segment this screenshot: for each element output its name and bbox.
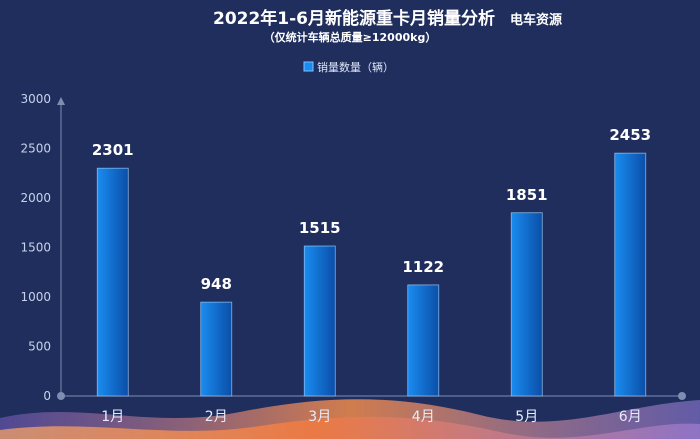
y-axis-arrow-icon [57, 97, 65, 105]
y-tick-label: 0 [43, 389, 51, 403]
bar-6[interactable] [614, 152, 647, 397]
decorative-waves [0, 399, 700, 439]
data-label: 2453 [609, 126, 651, 144]
wave-front [0, 416, 700, 439]
x-axis-end-dot-icon [678, 392, 686, 400]
brand-logo-text: 电车资源 [510, 12, 562, 28]
data-label: 948 [201, 275, 232, 293]
x-category-label: 5月 [515, 409, 538, 425]
legend-swatch [303, 61, 314, 72]
category-labels: 1月 2月 3月 4月 5月 6月 [101, 409, 641, 425]
chart-title: 2022年1-6月新能源重卡月销量分析 [213, 8, 495, 29]
chart-subtitle: （仅统计车辆总质量≥12000kg） [264, 30, 437, 44]
y-tick-label: 1500 [20, 241, 51, 255]
legend[interactable]: 销量数量（辆） [303, 60, 394, 74]
x-category-label: 3月 [308, 409, 331, 425]
x-category-label: 4月 [412, 409, 435, 425]
y-tick-label: 1000 [20, 290, 51, 304]
x-axis-origin-dot-icon [57, 392, 65, 400]
bar-2[interactable] [200, 301, 233, 397]
data-label: 2301 [92, 141, 134, 159]
data-labels: 2301 948 1515 1122 1851 2453 [92, 126, 651, 293]
y-tick-label: 2500 [20, 142, 51, 156]
bar-4[interactable] [407, 284, 440, 397]
bar-1[interactable] [96, 167, 129, 397]
y-tick-label: 500 [28, 340, 51, 354]
data-label: 1122 [402, 258, 444, 276]
x-category-label: 6月 [619, 409, 642, 425]
data-label: 1515 [299, 219, 341, 237]
y-tick-labels: 0 500 1000 1500 2000 2500 3000 [20, 92, 51, 403]
bars [96, 152, 647, 397]
x-category-label: 1月 [101, 409, 124, 425]
x-axis [57, 392, 686, 400]
bar-5[interactable] [510, 212, 543, 397]
y-tick-label: 2000 [20, 191, 51, 205]
y-tick-label: 3000 [20, 92, 51, 106]
data-label: 1851 [506, 186, 548, 204]
bar-3[interactable] [303, 245, 336, 397]
x-category-label: 2月 [205, 409, 228, 425]
legend-label: 销量数量（辆） [317, 60, 394, 74]
y-axis [57, 97, 65, 396]
